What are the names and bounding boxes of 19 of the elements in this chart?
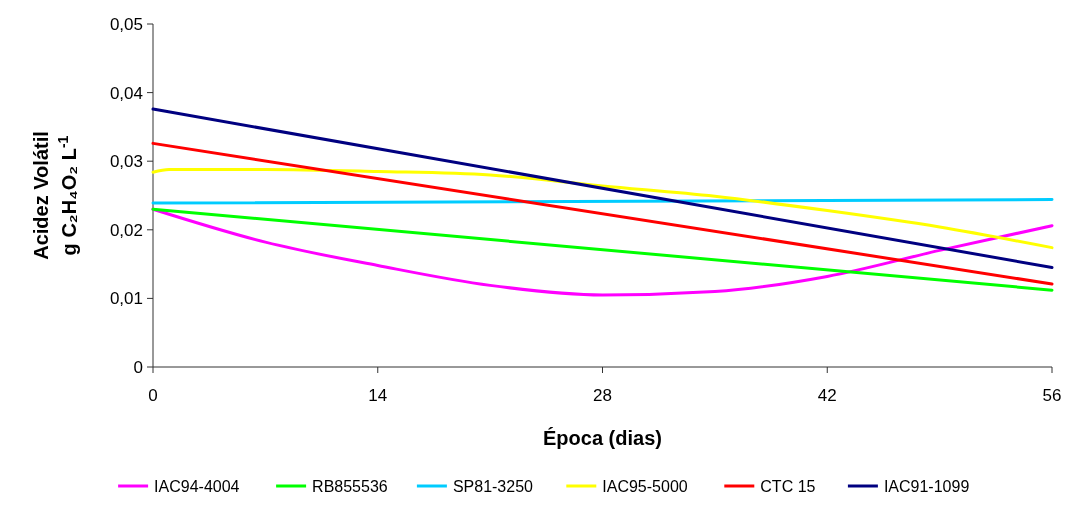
x-axis-title: Época (dias)	[543, 427, 662, 449]
legend-label: IAC95-5000	[602, 477, 688, 495]
x-tick-label: 28	[593, 386, 612, 405]
legend-label: IAC91-1099	[883, 477, 970, 495]
x-tick-label: 56	[1042, 386, 1062, 405]
x-tick-label: 14	[368, 386, 388, 405]
x-tick-label: 42	[817, 386, 837, 405]
legend-label: RB855536	[312, 477, 388, 495]
line-series	[151, 167, 1054, 250]
legend-label: IAC94-4004	[154, 477, 240, 495]
legend-label: SP81-3250	[452, 477, 534, 495]
y-tick-label: 0,02	[109, 220, 143, 240]
y-tick-label: 0,03	[109, 152, 143, 172]
legend-label: CTC 15	[760, 477, 816, 495]
y-tick-label: 0,04	[109, 83, 143, 103]
x-tick-label: 0	[148, 386, 158, 405]
y-tick-label: 0,01	[109, 289, 143, 309]
y-tick-label: 0	[133, 357, 143, 377]
y-tick-label: 0,05	[109, 14, 143, 34]
